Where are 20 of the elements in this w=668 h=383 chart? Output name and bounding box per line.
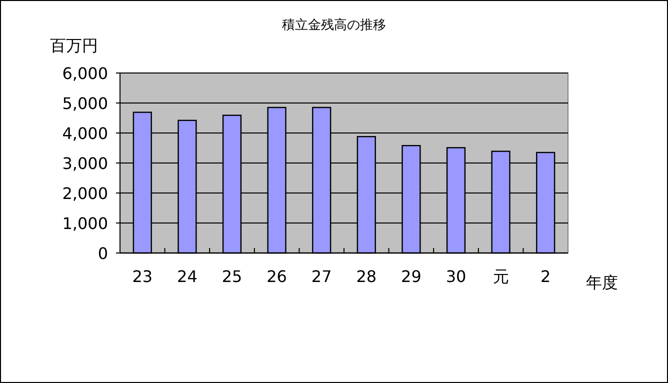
y-tick-label: 5,000 bbox=[62, 94, 108, 113]
x-tick-label: 26 bbox=[266, 267, 287, 286]
x-tick-label: 28 bbox=[356, 267, 377, 286]
x-tick-label: 2 bbox=[540, 267, 551, 286]
x-tick-label: 23 bbox=[132, 267, 153, 286]
y-tick-label: 2,000 bbox=[62, 184, 108, 203]
x-tick-label: 元 bbox=[492, 267, 509, 286]
y-axis-title: 百万円 bbox=[50, 36, 98, 55]
y-tick-label: 6,000 bbox=[62, 64, 108, 83]
x-tick-label: 30 bbox=[446, 267, 466, 286]
y-tick-label: 3,000 bbox=[62, 154, 108, 173]
x-axis-title: 年度 bbox=[586, 273, 618, 292]
chart-title: 積立金残高の推移 bbox=[282, 17, 386, 33]
x-tick-label: 25 bbox=[222, 267, 242, 286]
x-tick-label: 24 bbox=[177, 267, 198, 286]
y-tick-label: 0 bbox=[98, 244, 108, 263]
y-tick-label: 4,000 bbox=[62, 124, 108, 143]
x-tick-label: 29 bbox=[401, 267, 422, 286]
y-tick-label: 1,000 bbox=[62, 214, 108, 233]
x-tick-label: 27 bbox=[311, 267, 332, 286]
